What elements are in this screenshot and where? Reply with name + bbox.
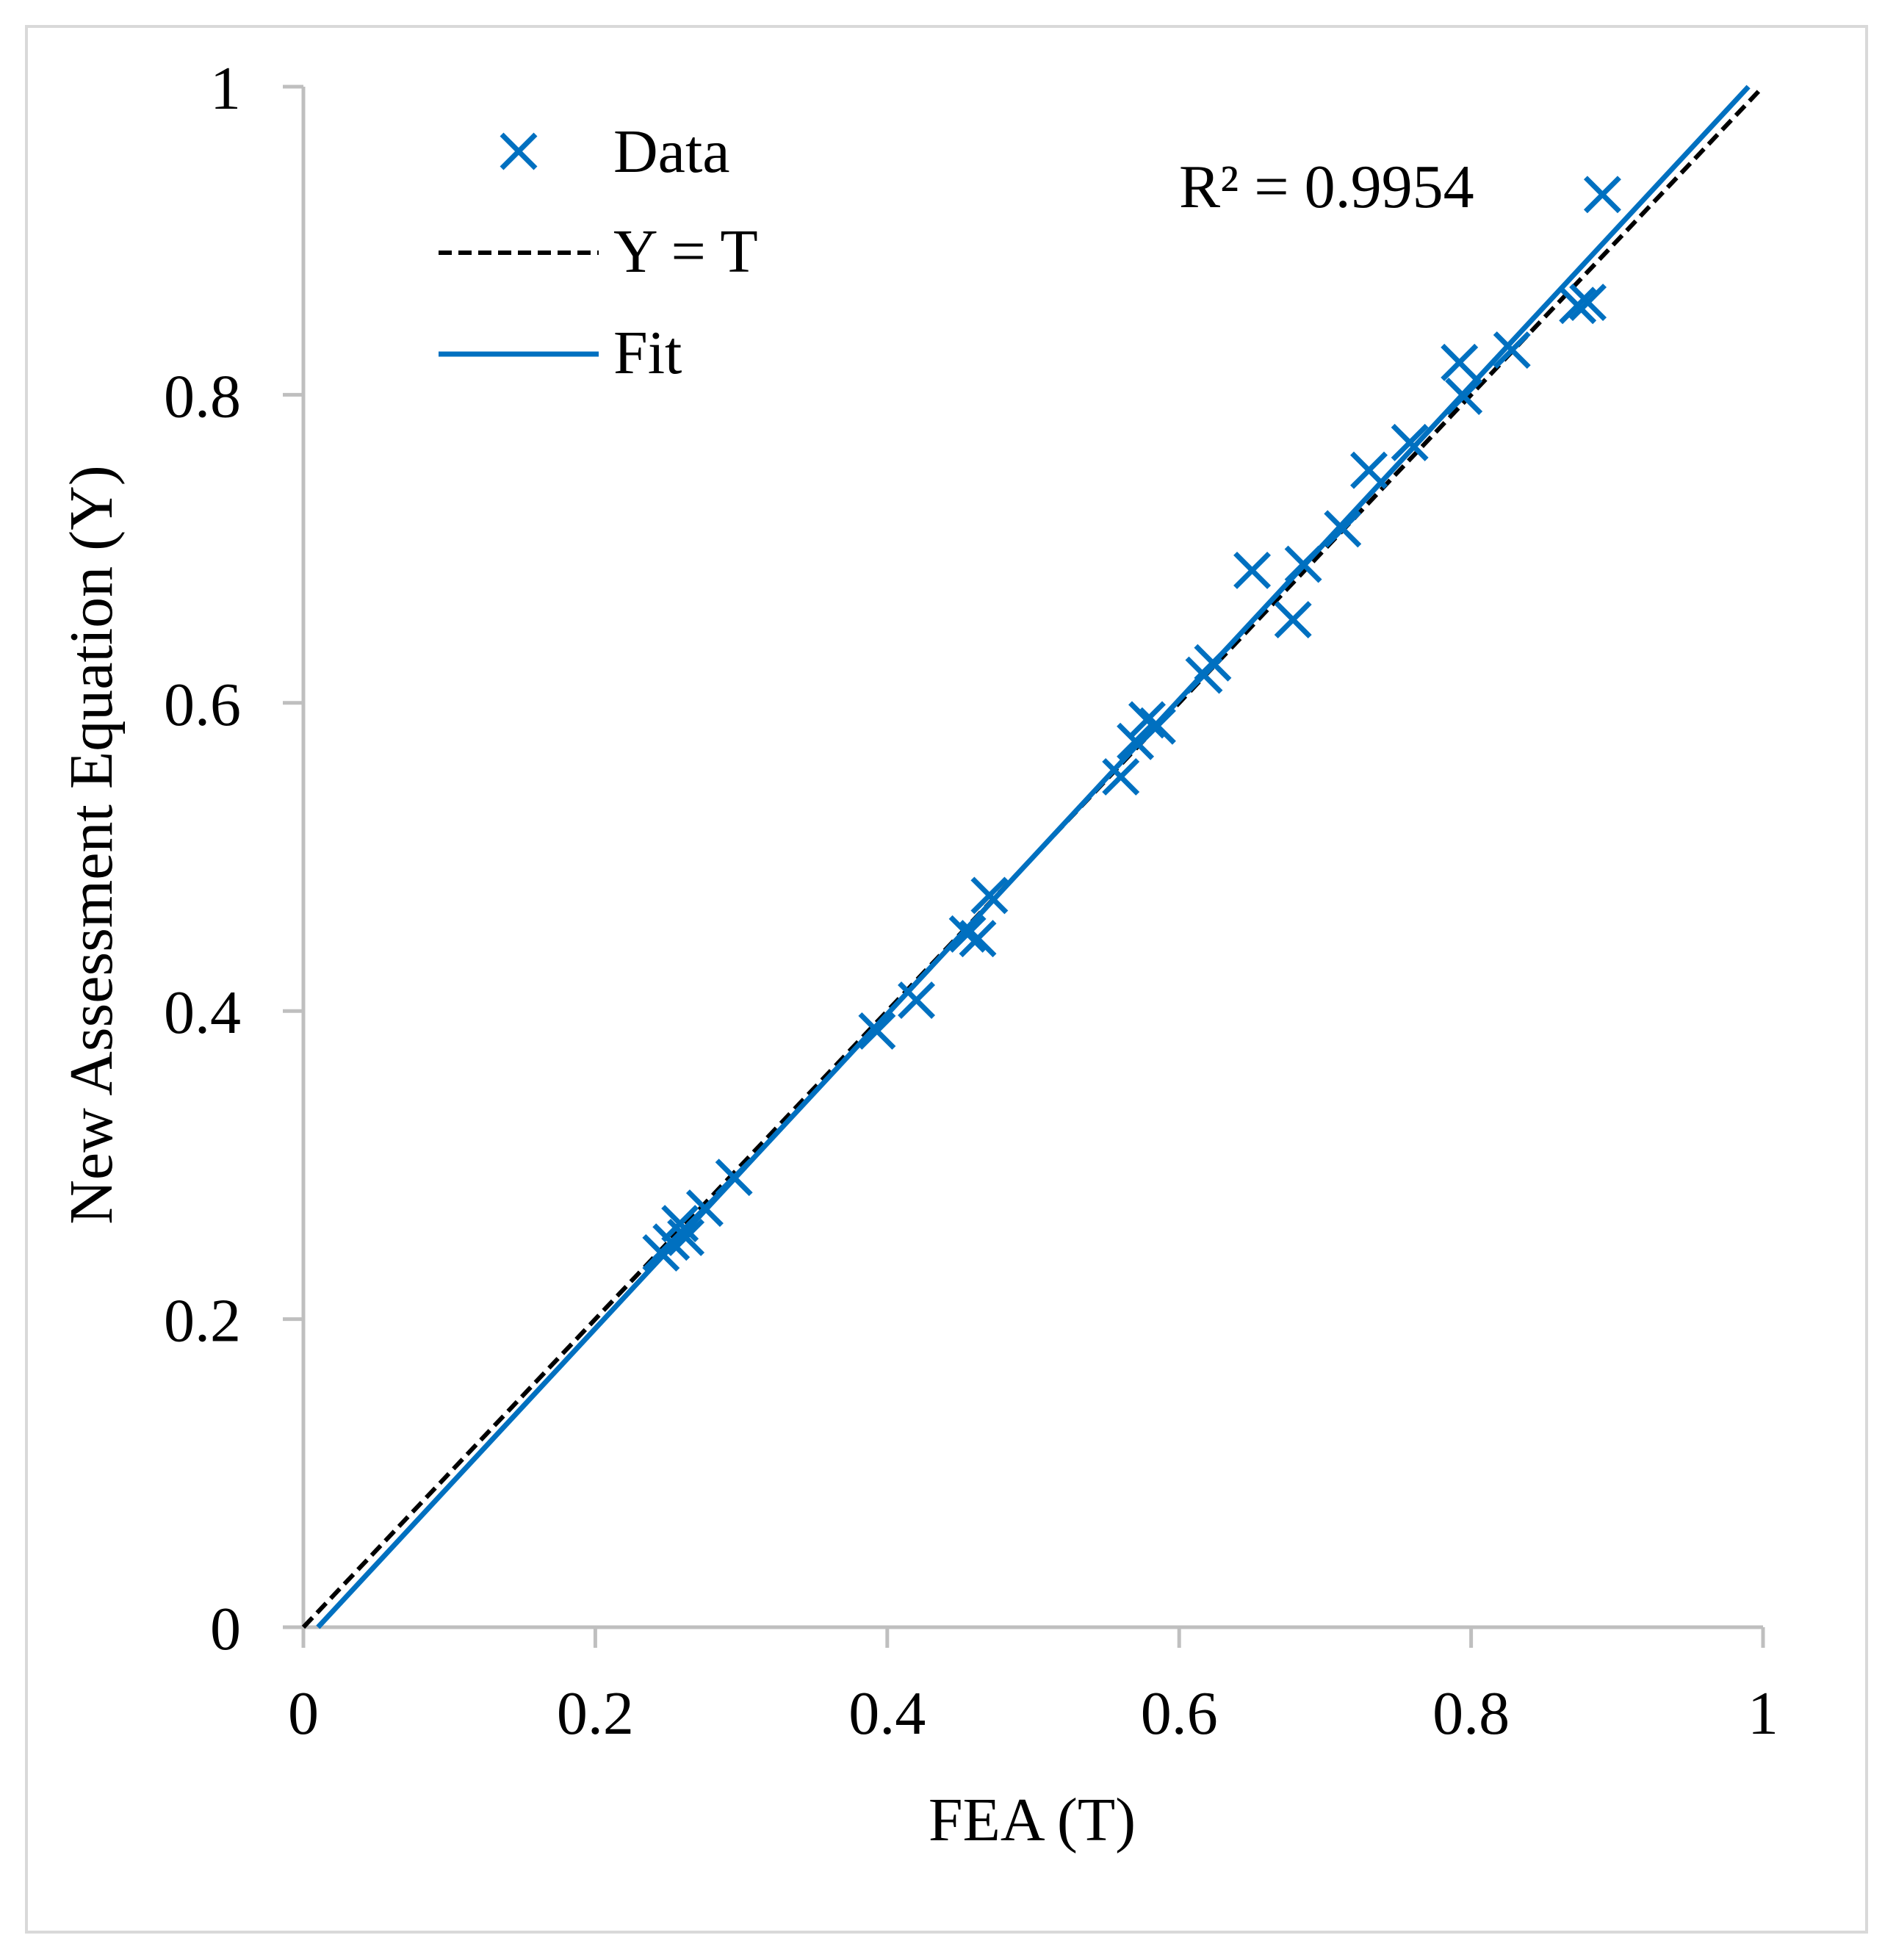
y-tick-label: 0.6	[164, 671, 241, 739]
data-point	[1569, 284, 1607, 322]
data-point	[1493, 331, 1531, 370]
data-point	[1284, 545, 1322, 583]
legend-label-fit: Fit	[613, 319, 682, 387]
data-point	[1350, 451, 1388, 489]
data-point	[1128, 701, 1166, 739]
data-point	[1138, 707, 1176, 745]
axes	[301, 87, 1763, 1629]
data-point	[1233, 551, 1272, 589]
ticks: 0 0.2 0.4 0.6 0.8 1 0 0.2 0.4 0.6 0.8 1	[164, 54, 1778, 1748]
data-point	[858, 1012, 896, 1050]
y-tick-label: 0.4	[164, 979, 241, 1047]
data-point	[898, 981, 936, 1019]
data-point	[970, 876, 1009, 915]
data-point	[1324, 510, 1362, 548]
data-point	[1583, 176, 1621, 214]
y-tick-label: 0.8	[164, 362, 241, 430]
legend-data-marker	[500, 132, 538, 170]
x-tick-label: 0.2	[557, 1679, 634, 1748]
x-tick-label: 0.4	[848, 1679, 926, 1748]
y-tick-label: 1	[210, 54, 241, 123]
data-point	[1102, 757, 1140, 796]
data-point	[685, 1189, 724, 1228]
x-axis-label: FEA (T)	[929, 1786, 1136, 1854]
legend-label-data: Data	[613, 118, 730, 186]
legend: Data Y = T Fit	[439, 118, 758, 387]
legend-label-y-equals-t: Y = T	[613, 217, 758, 286]
data-point	[1194, 644, 1232, 682]
data-point	[948, 915, 987, 953]
series-lines	[301, 84, 1765, 1629]
x-tick-label: 0.8	[1432, 1679, 1510, 1748]
x-tick-label: 0.6	[1141, 1679, 1218, 1748]
data-point	[1391, 423, 1429, 461]
data-point	[1559, 287, 1597, 325]
y-tick-label: 0.2	[164, 1287, 241, 1355]
series-line-fit	[316, 84, 1751, 1629]
data-points	[642, 176, 1621, 1272]
chart-frame	[25, 25, 1868, 1934]
y-axis-label: New Assessment Equation (Y)	[57, 465, 126, 1225]
x-tick-label: 0	[288, 1679, 319, 1748]
data-point	[667, 1218, 705, 1256]
data-point	[1441, 343, 1479, 381]
x-tick-label: 1	[1748, 1679, 1778, 1748]
r-squared-annotation: R² = 0.9954	[1179, 153, 1474, 221]
data-point	[715, 1159, 753, 1197]
data-point	[1274, 601, 1312, 639]
data-point	[959, 920, 997, 958]
data-point	[1445, 378, 1483, 415]
data-point	[1117, 722, 1155, 760]
y-tick-label: 0	[210, 1595, 241, 1663]
